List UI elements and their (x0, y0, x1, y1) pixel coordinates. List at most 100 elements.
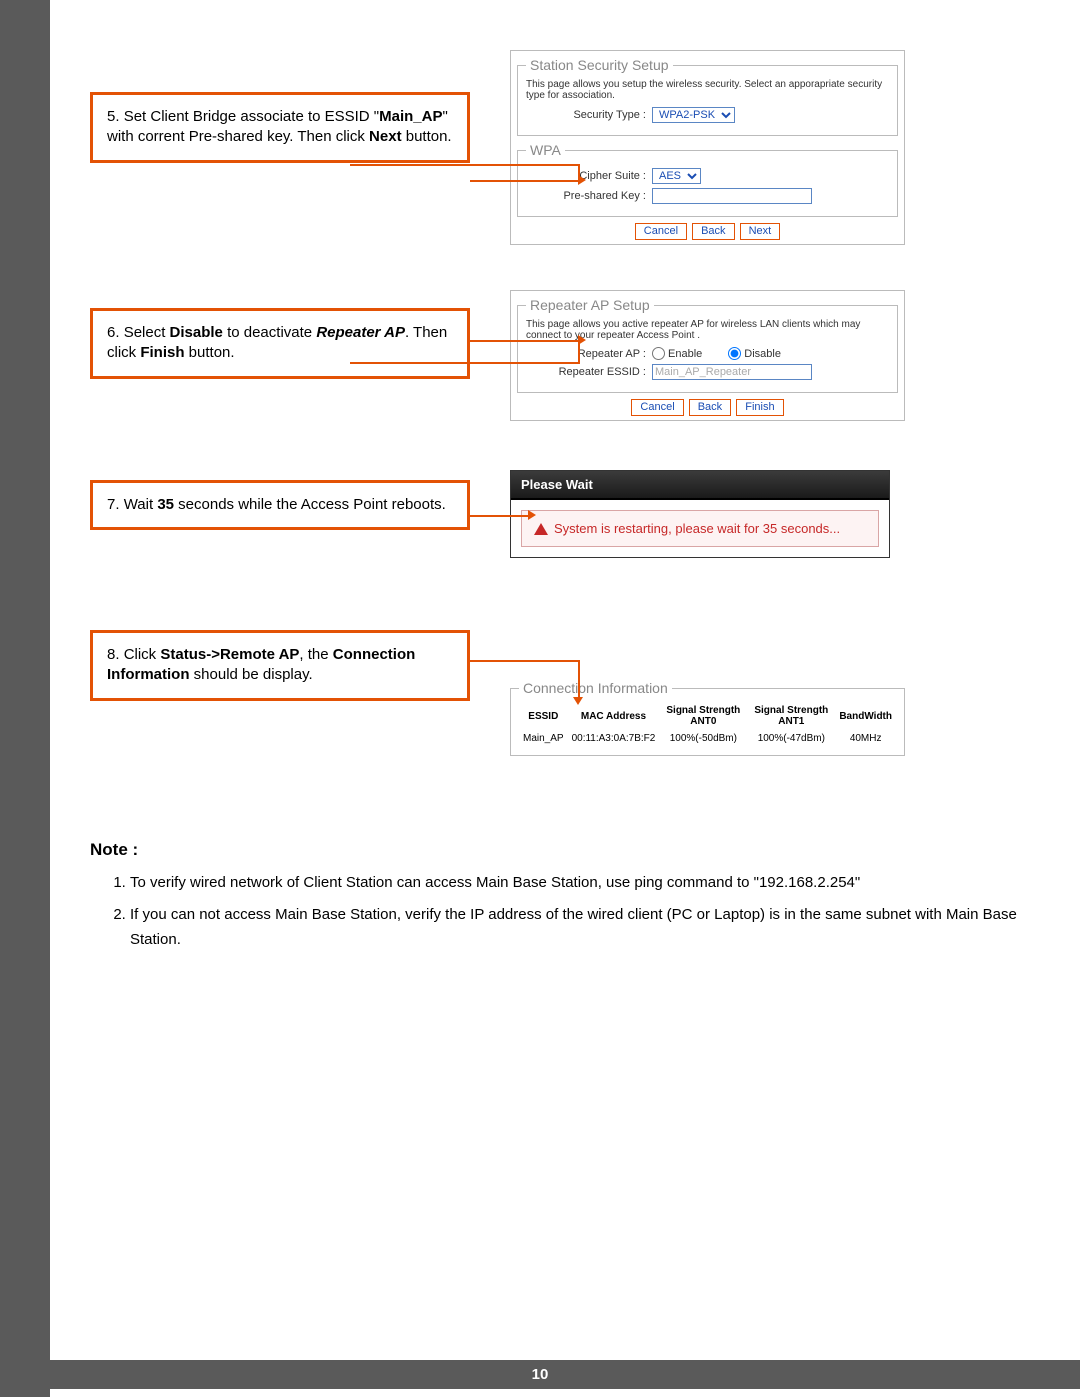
step-7-callout: 7. Wait 35 seconds while the Access Poin… (90, 480, 470, 530)
notes-list: To verify wired network of Client Statio… (130, 870, 1040, 953)
table-header-row: ESSID MAC Address Signal Strength ANT0 S… (519, 702, 896, 730)
cancel-button[interactable]: Cancel (635, 223, 687, 240)
step-5-row: 5. Set Client Bridge associate to ESSID … (90, 50, 1040, 240)
connector (350, 164, 580, 166)
disable-text: Disable (744, 348, 781, 360)
step-6-text-post: button. (185, 344, 235, 361)
th-ant0: Signal Strength ANT0 (659, 702, 747, 730)
enable-radio-label[interactable]: Enable (652, 347, 702, 360)
connector (470, 340, 578, 342)
connector (470, 515, 530, 517)
th-bw: BandWidth (835, 702, 896, 730)
repeater-essid-label: Repeater ESSID : (556, 366, 646, 378)
step-6-text-mid: to deactivate (223, 324, 316, 341)
sidebar-stripe (0, 0, 50, 1397)
step-5-callout: 5. Set Client Bridge associate to ESSID … (90, 92, 470, 163)
arrow-icon (578, 335, 586, 345)
th-ant1: Signal Strength ANT1 (747, 702, 835, 730)
step-5-next: Next (369, 128, 402, 145)
td-essid: Main_AP (519, 730, 568, 747)
connector (350, 362, 580, 364)
repeater-btn-row: Cancel Back Finish (511, 399, 904, 416)
please-wait-panel: Please Wait System is restarting, please… (510, 470, 890, 558)
arrow-icon (528, 510, 536, 520)
disable-radio-label[interactable]: Disable (728, 347, 781, 360)
cipher-row: Cipher Suite : AES (556, 168, 889, 184)
step-7-secs: 35 (157, 496, 174, 513)
security-type-row: Security Type : WPA2-PSK (556, 107, 889, 123)
th-mac: MAC Address (568, 702, 660, 730)
please-wait-msg: System is restarting, please wait for 35… (554, 521, 840, 536)
step-5-text-pre: Set Client Bridge associate to ESSID " (124, 108, 379, 125)
page-content: 5. Set Client Bridge associate to ESSID … (50, 0, 1080, 1397)
psk-row: Pre-shared Key : (556, 188, 889, 204)
wpa-legend: WPA (526, 142, 565, 158)
arrow-icon (578, 175, 586, 185)
td-mac: 00:11:A3:0A:7B:F2 (568, 730, 660, 747)
step-6-repeater: Repeater AP (316, 324, 405, 341)
security-type-label: Security Type : (556, 109, 646, 121)
cancel-button[interactable]: Cancel (631, 399, 683, 416)
step-8-text-pre: Click (124, 646, 161, 663)
th-essid: ESSID (519, 702, 568, 730)
arrow-icon (573, 697, 583, 705)
security-type-select[interactable]: WPA2-PSK (652, 107, 735, 123)
step-7-text-pre: Wait (124, 496, 158, 513)
back-button[interactable]: Back (689, 399, 731, 416)
page-number: 10 (0, 1360, 1080, 1389)
psk-input[interactable] (652, 188, 812, 204)
step-8-num: 8. (107, 646, 120, 663)
note-1: To verify wired network of Client Statio… (130, 870, 1040, 896)
connection-info-fieldset: Connection Information ESSID MAC Address… (510, 680, 905, 756)
notes-section: Note : To verify wired network of Client… (90, 840, 1040, 953)
repeater-essid-row: Repeater ESSID : (556, 364, 889, 380)
step-6-num: 6. (107, 324, 120, 341)
connector (470, 180, 578, 182)
step-8-callout: 8. Click Status->Remote AP, the Connecti… (90, 630, 470, 701)
back-button[interactable]: Back (692, 223, 734, 240)
repeater-fieldset: Repeater AP Setup This page allows you a… (517, 297, 898, 393)
please-wait-title: Please Wait (511, 471, 889, 500)
step-7-text-post: seconds while the Access Point reboots. (174, 496, 446, 513)
step-6-finish: Finish (140, 344, 184, 361)
finish-button[interactable]: Finish (736, 399, 783, 416)
station-btn-row: Cancel Back Next (511, 223, 904, 240)
psk-label: Pre-shared Key : (556, 190, 646, 202)
step-6-text-pre: Select (124, 324, 170, 341)
step-6-disable: Disable (170, 324, 223, 341)
repeater-panel: Repeater AP Setup This page allows you a… (510, 290, 905, 421)
repeater-ap-row: Repeater AP : Enable Disable (556, 347, 889, 360)
warning-icon (534, 523, 548, 535)
connection-info-legend: Connection Information (519, 680, 672, 696)
repeater-legend: Repeater AP Setup (526, 297, 654, 313)
step-5-text-post: button. (402, 128, 452, 145)
station-security-panel: Station Security Setup This page allows … (510, 50, 905, 245)
connector (578, 660, 580, 698)
table-row: Main_AP 00:11:A3:0A:7B:F2 100%(-50dBm) 1… (519, 730, 896, 747)
step-7-row: 7. Wait 35 seconds while the Access Poin… (90, 470, 1040, 580)
station-security-desc: This page allows you setup the wireless … (526, 79, 889, 101)
repeater-essid-input[interactable] (652, 364, 812, 380)
enable-radio[interactable] (652, 347, 665, 360)
station-security-fieldset: Station Security Setup This page allows … (517, 57, 898, 136)
step-6-row: 6. Select Disable to deactivate Repeater… (90, 290, 1040, 420)
connector (470, 660, 580, 662)
td-ant0: 100%(-50dBm) (659, 730, 747, 747)
connection-info-panel: Connection Information ESSID MAC Address… (510, 680, 905, 756)
next-button[interactable]: Next (740, 223, 781, 240)
please-wait-body: System is restarting, please wait for 35… (521, 510, 879, 547)
enable-text: Enable (668, 348, 702, 360)
step-7-num: 7. (107, 496, 120, 513)
repeater-ap-label: Repeater AP : (556, 348, 646, 360)
station-security-legend: Station Security Setup (526, 57, 673, 73)
td-bw: 40MHz (835, 730, 896, 747)
td-ant1: 100%(-47dBm) (747, 730, 835, 747)
step-8-row: 8. Click Status->Remote AP, the Connecti… (90, 630, 1040, 790)
note-2: If you can not access Main Base Station,… (130, 902, 1040, 953)
disable-radio[interactable] (728, 347, 741, 360)
step-8-path: Status->Remote AP (160, 646, 299, 663)
connection-info-table: ESSID MAC Address Signal Strength ANT0 S… (519, 702, 896, 747)
cipher-select[interactable]: AES (652, 168, 701, 184)
step-6-callout: 6. Select Disable to deactivate Repeater… (90, 308, 470, 379)
step-5-essid: Main_AP (379, 108, 442, 125)
